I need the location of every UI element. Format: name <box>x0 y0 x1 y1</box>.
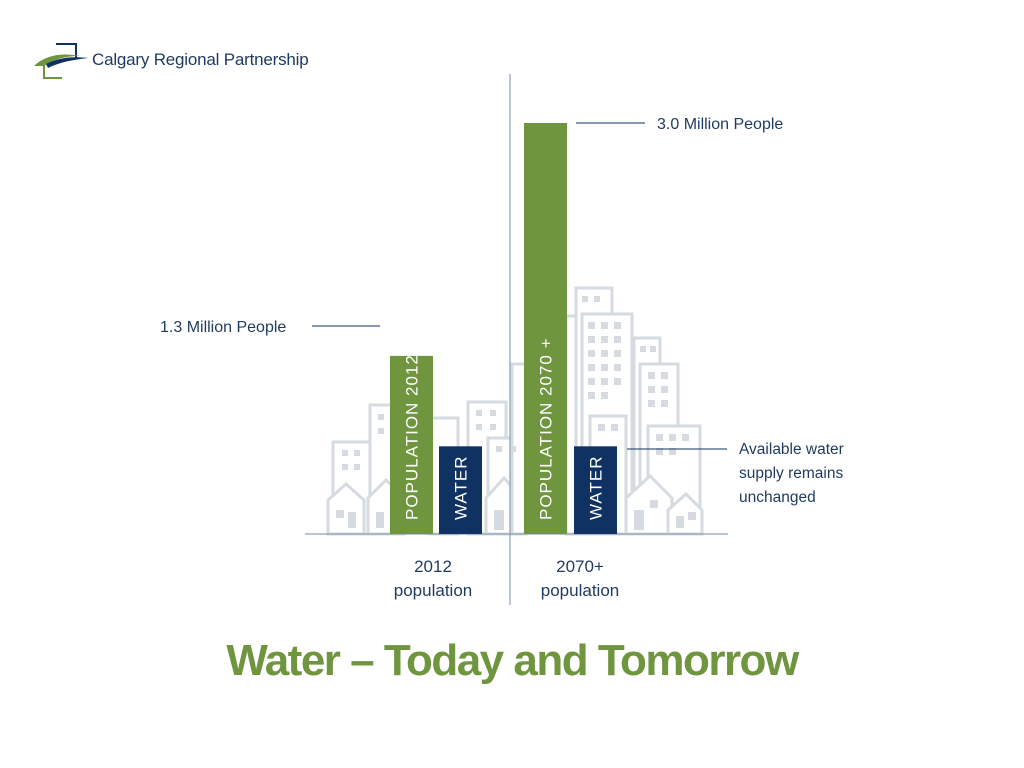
annotation-water-note: Available water supply remains unchanged <box>739 441 844 506</box>
annotation-pop-2012: 1.3 Million People <box>160 319 286 336</box>
city-skyline-background <box>326 286 704 536</box>
bar-water-2070 <box>574 446 617 534</box>
skyline-windows <box>336 296 696 530</box>
crp-logo-icon <box>34 43 88 79</box>
bar-population-2070 <box>524 123 567 534</box>
bar-water-2012 <box>439 446 482 534</box>
logo-text: Calgary Regional Partnership <box>92 50 309 69</box>
category-label-2012: 2012 population <box>394 557 472 600</box>
annotation-pop-2070: 3.0 Million People <box>657 116 783 133</box>
logo: Calgary Regional Partnership <box>30 40 310 80</box>
bar-label-population-2070: POPULATION 2070 + <box>537 337 556 520</box>
bar-label-water-2070: WATER <box>587 456 606 521</box>
bar-population-2012 <box>390 355 433 534</box>
bar-label-population-2012: POPULATION 2012 <box>403 354 422 520</box>
page-title: Water – Today and Tomorrow <box>226 636 799 685</box>
chart: POPULATION 2012 WATER POPULATION 2070 + … <box>160 74 844 605</box>
bar-label-water-2012: WATER <box>452 456 471 521</box>
category-label-2070: 2070+ population <box>541 557 619 600</box>
